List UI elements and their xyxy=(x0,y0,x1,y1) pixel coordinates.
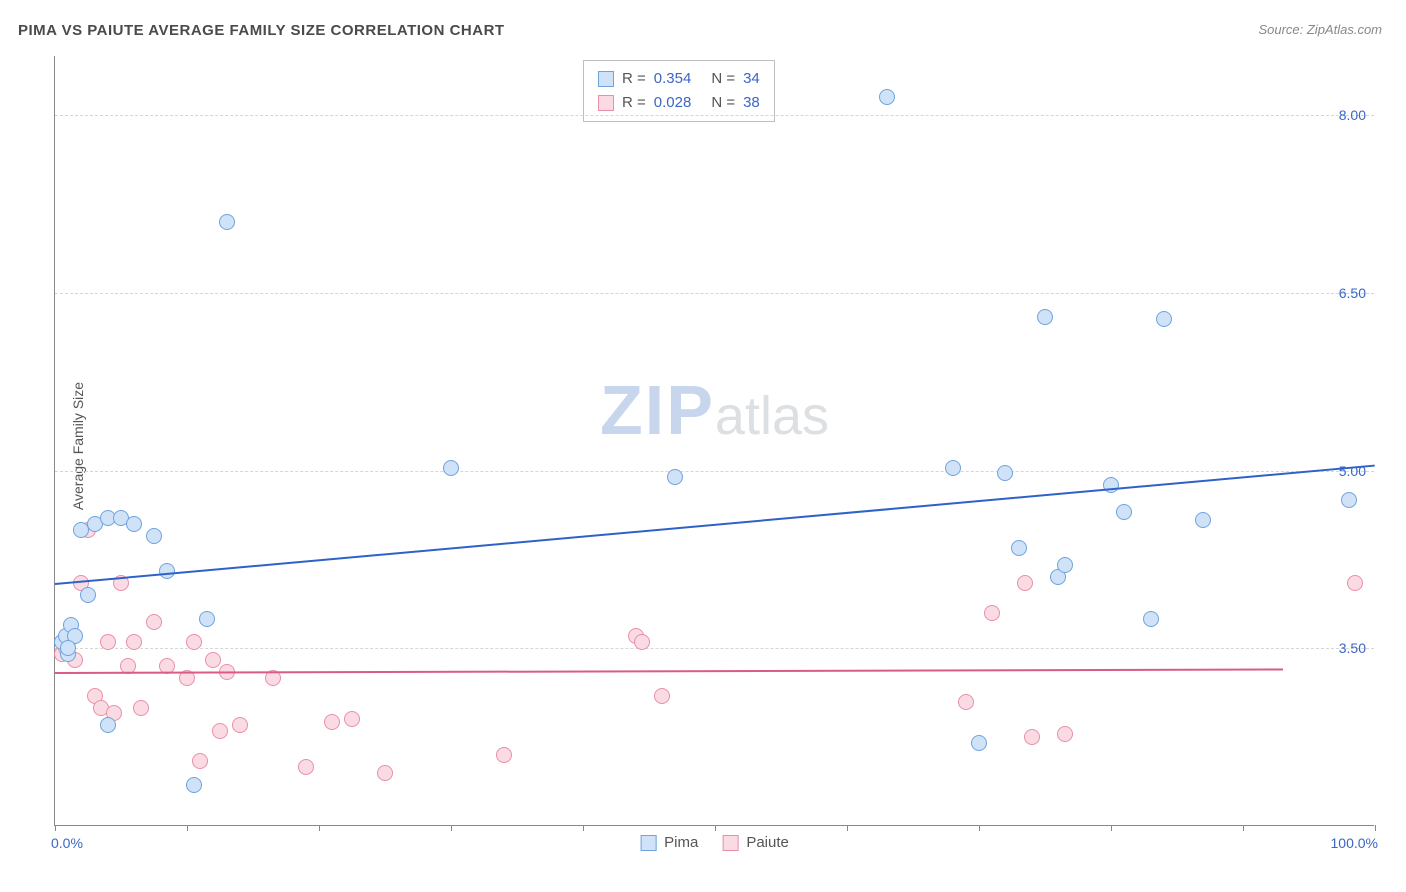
legend-label: Pima xyxy=(664,834,698,851)
x-tick xyxy=(1243,825,1244,831)
stats-legend: R = 0.354 N = 34 R = 0.028 N = 38 xyxy=(583,60,775,122)
correlation-chart: PIMA VS PAIUTE AVERAGE FAMILY SIZE CORRE… xyxy=(0,0,1406,892)
data-point xyxy=(1156,311,1172,327)
stats-legend-row: R = 0.028 N = 38 xyxy=(598,91,760,115)
legend-n-label: N = xyxy=(711,67,735,91)
data-point xyxy=(100,717,116,733)
legend-swatch xyxy=(598,71,614,87)
data-point xyxy=(126,634,142,650)
x-tick xyxy=(715,825,716,831)
data-point xyxy=(971,735,987,751)
data-point xyxy=(958,694,974,710)
data-point xyxy=(1195,512,1211,528)
legend-label: Paiute xyxy=(746,834,789,851)
gridline xyxy=(55,648,1374,649)
data-point xyxy=(159,563,175,579)
legend-swatch xyxy=(722,835,738,851)
trend-line xyxy=(55,668,1283,674)
chart-title: PIMA VS PAIUTE AVERAGE FAMILY SIZE CORRE… xyxy=(18,22,505,39)
legend-swatch xyxy=(598,95,614,111)
gridline xyxy=(55,471,1374,472)
gridline xyxy=(55,115,1374,116)
legend-item: Pima xyxy=(640,834,698,851)
data-point xyxy=(443,460,459,476)
stats-legend-row: R = 0.354 N = 34 xyxy=(598,67,760,91)
x-tick xyxy=(979,825,980,831)
data-point xyxy=(133,700,149,716)
data-point xyxy=(377,765,393,781)
data-point xyxy=(146,528,162,544)
watermark-zip: ZIP xyxy=(600,371,715,449)
legend-item: Paiute xyxy=(722,834,789,851)
data-point xyxy=(654,688,670,704)
trend-line xyxy=(55,465,1375,585)
data-point xyxy=(1011,540,1027,556)
data-point xyxy=(496,747,512,763)
data-point xyxy=(100,634,116,650)
data-point xyxy=(1057,726,1073,742)
data-point xyxy=(1017,575,1033,591)
data-point xyxy=(146,614,162,630)
y-tick-label: 8.00 xyxy=(1339,107,1366,123)
data-point xyxy=(1057,557,1073,573)
data-point xyxy=(212,723,228,739)
x-tick xyxy=(1111,825,1112,831)
data-point xyxy=(60,640,76,656)
x-axis-min-label: 0.0% xyxy=(51,835,83,851)
data-point xyxy=(1116,504,1132,520)
data-point xyxy=(1024,729,1040,745)
legend-r-label: R = xyxy=(622,91,646,115)
legend-r-label: R = xyxy=(622,67,646,91)
data-point xyxy=(186,777,202,793)
data-point xyxy=(1143,611,1159,627)
data-point xyxy=(199,611,215,627)
gridline xyxy=(55,293,1374,294)
data-point xyxy=(205,652,221,668)
data-point xyxy=(80,587,96,603)
legend-n-label: N = xyxy=(711,91,735,115)
legend-n-value: 34 xyxy=(743,67,760,91)
x-tick xyxy=(319,825,320,831)
data-point xyxy=(879,89,895,105)
data-point xyxy=(126,516,142,532)
data-point xyxy=(945,460,961,476)
y-tick-label: 3.50 xyxy=(1339,640,1366,656)
x-tick xyxy=(55,825,56,831)
data-point xyxy=(186,634,202,650)
plot-area: ZIPatlas R = 0.354N = 34R = 0.028N = 38 … xyxy=(54,56,1374,826)
data-point xyxy=(232,717,248,733)
watermark-atlas: atlas xyxy=(715,386,829,446)
data-point xyxy=(324,714,340,730)
data-point xyxy=(634,634,650,650)
y-tick-label: 6.50 xyxy=(1339,285,1366,301)
x-tick xyxy=(1375,825,1376,831)
data-point xyxy=(984,605,1000,621)
data-point xyxy=(1037,309,1053,325)
data-point xyxy=(192,753,208,769)
data-point xyxy=(1347,575,1363,591)
x-tick xyxy=(847,825,848,831)
legend-swatch xyxy=(640,835,656,851)
x-axis-max-label: 100.0% xyxy=(1331,835,1378,851)
data-point xyxy=(997,465,1013,481)
data-point xyxy=(344,711,360,727)
series-legend: Pima Paiute xyxy=(640,834,789,851)
data-point xyxy=(1341,492,1357,508)
x-tick xyxy=(583,825,584,831)
legend-n-value: 38 xyxy=(743,91,760,115)
data-point xyxy=(219,214,235,230)
data-point xyxy=(298,759,314,775)
data-point xyxy=(667,469,683,485)
chart-source: Source: ZipAtlas.com xyxy=(1258,22,1382,37)
legend-r-value: 0.028 xyxy=(654,91,692,115)
x-tick xyxy=(451,825,452,831)
legend-r-value: 0.354 xyxy=(654,67,692,91)
watermark: ZIPatlas xyxy=(600,370,829,450)
x-tick xyxy=(187,825,188,831)
